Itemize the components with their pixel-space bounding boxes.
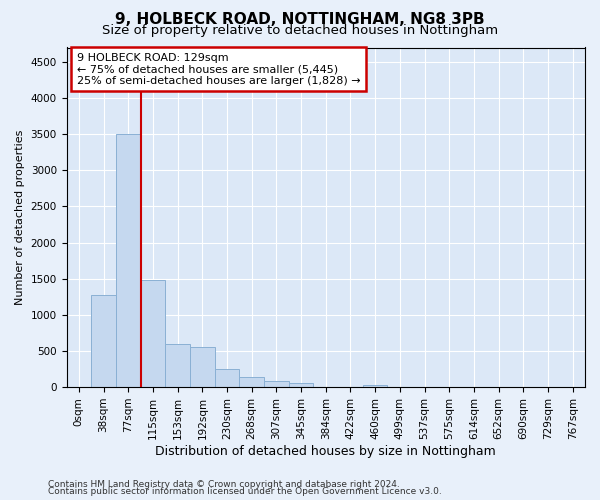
Text: Contains HM Land Registry data © Crown copyright and database right 2024.: Contains HM Land Registry data © Crown c… <box>48 480 400 489</box>
Bar <box>116 134 140 387</box>
X-axis label: Distribution of detached houses by size in Nottingham: Distribution of detached houses by size … <box>155 444 496 458</box>
Y-axis label: Number of detached properties: Number of detached properties <box>15 130 25 305</box>
Bar <box>239 376 264 387</box>
Bar <box>363 386 388 387</box>
Bar <box>190 346 215 387</box>
Text: 9, HOLBECK ROAD, NOTTINGHAM, NG8 3PB: 9, HOLBECK ROAD, NOTTINGHAM, NG8 3PB <box>115 12 485 28</box>
Bar <box>264 380 289 387</box>
Text: Contains public sector information licensed under the Open Government Licence v3: Contains public sector information licen… <box>48 487 442 496</box>
Bar <box>215 370 239 387</box>
Bar <box>289 384 313 387</box>
Text: Size of property relative to detached houses in Nottingham: Size of property relative to detached ho… <box>102 24 498 37</box>
Bar <box>140 280 165 387</box>
Bar <box>91 294 116 387</box>
Bar <box>165 344 190 387</box>
Text: 9 HOLBECK ROAD: 129sqm
← 75% of detached houses are smaller (5,445)
25% of semi-: 9 HOLBECK ROAD: 129sqm ← 75% of detached… <box>77 52 361 86</box>
